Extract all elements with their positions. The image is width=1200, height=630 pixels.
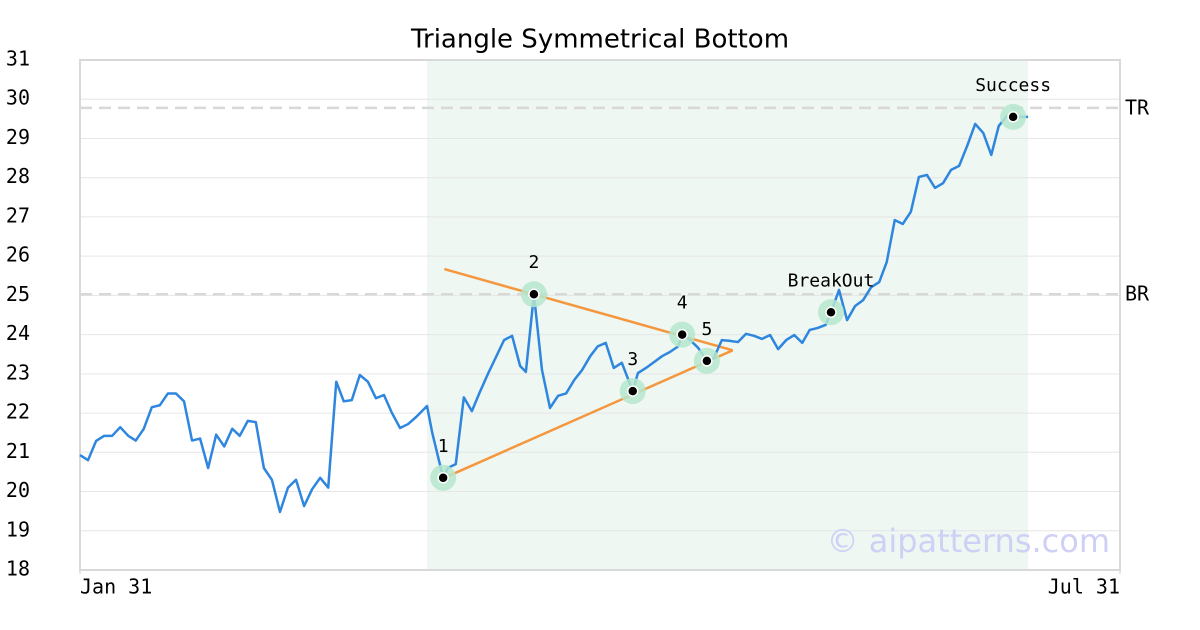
plot-frame bbox=[79, 59, 1121, 571]
point-marker bbox=[627, 385, 639, 397]
point-marker bbox=[825, 306, 837, 319]
point-marker bbox=[701, 355, 713, 367]
y-tick-label: 25 bbox=[6, 282, 30, 306]
y-tick-label: 30 bbox=[6, 86, 30, 110]
y-tick-label: 31 bbox=[6, 47, 30, 71]
y-tick-label: 24 bbox=[6, 321, 30, 345]
point-marker bbox=[1007, 111, 1019, 123]
y-tick-label: 26 bbox=[6, 243, 30, 267]
level-label: TR bbox=[1125, 95, 1150, 119]
point-label: 4 bbox=[677, 293, 688, 314]
y-tick-label: 23 bbox=[6, 360, 30, 384]
watermark: © aipatterns.com bbox=[827, 522, 1110, 560]
y-tick-label: 20 bbox=[6, 478, 30, 502]
y-tick-label: 27 bbox=[6, 203, 30, 227]
y-tick-label: 19 bbox=[6, 517, 30, 541]
point-marker bbox=[676, 328, 688, 341]
point-label: 2 bbox=[529, 252, 540, 273]
point-label: Success bbox=[975, 75, 1051, 96]
point-marker bbox=[528, 288, 540, 300]
x-tick-label: Jul 31 bbox=[1048, 575, 1120, 599]
y-tick-label: 28 bbox=[6, 164, 30, 188]
point-label: 1 bbox=[438, 436, 449, 457]
trend-line bbox=[443, 349, 734, 479]
y-tick-label: 21 bbox=[6, 439, 30, 463]
chart-title: Triangle Symmetrical Bottom bbox=[410, 25, 789, 55]
x-tick-label: Jan 31 bbox=[80, 575, 152, 599]
pattern-region bbox=[427, 60, 1029, 570]
y-tick-label: 22 bbox=[6, 400, 30, 424]
price-line bbox=[79, 114, 1029, 514]
y-tick-label: 29 bbox=[6, 125, 30, 149]
level-label: BR bbox=[1125, 282, 1150, 306]
point-label: 5 bbox=[701, 319, 712, 340]
point-label: 3 bbox=[627, 349, 638, 370]
point-marker bbox=[437, 472, 449, 484]
point-label: BreakOut bbox=[788, 270, 875, 291]
y-tick-label: 18 bbox=[6, 557, 30, 581]
